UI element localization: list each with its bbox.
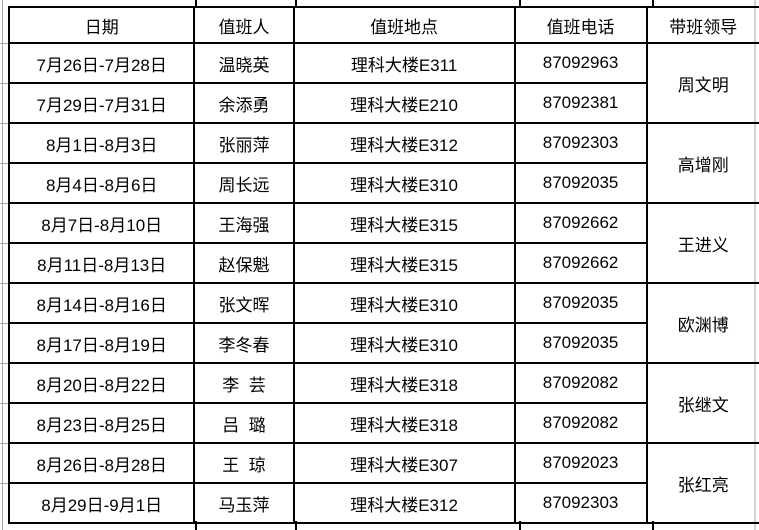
table-row: 8月11日-8月13日 赵保魁 理科大楼E315 87092662: [7, 242, 759, 284]
date-cell: 8月17日-8月19日: [7, 322, 196, 364]
date-cell: 8月1日-8月3日: [7, 122, 196, 164]
gridline-stub: [0, 123, 8, 124]
phone-cell: 87092082: [513, 402, 648, 444]
location-cell: 理科大楼E310: [292, 282, 516, 324]
table-row: 8月7日-8月10日 王海强 理科大楼E315 87092662 王进义: [7, 202, 759, 284]
table-row: 8月17日-8月19日 李冬春 理科大楼E310 87092035: [7, 322, 759, 364]
column-border-stub: [519, 521, 521, 530]
date-cell: 8月26日-8月28日: [7, 442, 196, 484]
person-cell: 马玉萍: [193, 482, 295, 524]
gridline-stub: [0, 203, 8, 204]
date-cell: 8月4日-8月6日: [7, 162, 196, 204]
location-cell: 理科大楼E318: [292, 402, 516, 444]
person-cell: 李冬春: [193, 322, 295, 364]
gridline-stub: [0, 323, 8, 324]
person-cell: 王 琼: [193, 442, 295, 484]
person-cell: 吕 璐: [193, 402, 295, 444]
phone-cell: 87092035: [513, 282, 648, 324]
location-cell: 理科大楼E210: [292, 82, 516, 124]
location-cell: 理科大楼E315: [292, 202, 516, 244]
leader-cell: 欧渊博: [645, 282, 759, 364]
date-cell: 7月26日-7月28日: [7, 42, 196, 84]
table-row: 8月4日-8月6日 周长远 理科大楼E310 87092035: [7, 162, 759, 204]
header-row: 日期 值班人 值班地点 值班电话 带班领导: [7, 6, 759, 44]
location-cell: 理科大楼E318: [292, 362, 516, 404]
column-border-stub: [195, 0, 197, 7]
table-row: 8月23日-8月25日 吕 璐 理科大楼E318 87092082: [7, 402, 759, 444]
person-cell: 周长远: [193, 162, 295, 204]
table-row: 7月26日-7月28日 温晓英 理科大楼E311 87092963 周文明: [7, 42, 759, 124]
duty-table: 日期 值班人 值班地点 值班电话 带班领导 7月26日-7月28日 温晓英 理科…: [7, 6, 759, 524]
column-header-person: 值班人: [193, 6, 295, 44]
table-row: 8月14日-8月16日 张文晖 理科大楼E310 87092035 欧渊博: [7, 282, 759, 364]
gridline-left: [2, 0, 3, 530]
person-cell: 李 芸: [193, 362, 295, 404]
phone-cell: 87092082: [513, 362, 648, 404]
gridline-stub: [0, 163, 8, 164]
gridline-stub: [0, 443, 8, 444]
date-cell: 8月23日-8月25日: [7, 402, 196, 444]
phone-cell: 87092035: [513, 322, 648, 364]
gridline-stub: [0, 83, 8, 84]
phone-cell: 87092035: [513, 162, 648, 204]
date-cell: 8月14日-8月16日: [7, 282, 196, 324]
location-cell: 理科大楼E307: [292, 442, 516, 484]
column-border-stub: [295, 521, 297, 530]
leader-cell: 张红亮: [645, 442, 759, 524]
column-border-stub: [652, 521, 654, 530]
location-cell: 理科大楼E311: [292, 42, 516, 84]
column-border-stub: [295, 0, 297, 7]
column-header-leader: 带班领导: [645, 6, 759, 44]
person-cell: 张丽萍: [193, 122, 295, 164]
phone-cell: 87092662: [513, 202, 648, 244]
column-border-stub: [519, 0, 521, 7]
column-border-stub: [195, 521, 197, 530]
leader-cell: 周文明: [645, 42, 759, 124]
date-cell: 8月20日-8月22日: [7, 362, 196, 404]
location-cell: 理科大楼E310: [292, 322, 516, 364]
table-row: 8月1日-8月3日 张丽萍 理科大楼E312 87092303 高增刚: [7, 122, 759, 204]
table-row: 8月29日-9月1日 马玉萍 理科大楼E312 87092303: [7, 482, 759, 524]
phone-cell: 87092303: [513, 122, 648, 164]
location-cell: 理科大楼E315: [292, 242, 516, 284]
phone-cell: 87092662: [513, 242, 648, 284]
person-cell: 赵保魁: [193, 242, 295, 284]
location-cell: 理科大楼E310: [292, 162, 516, 204]
phone-cell: 87092963: [513, 42, 648, 84]
date-cell: 8月29日-9月1日: [7, 482, 196, 524]
location-cell: 理科大楼E312: [292, 122, 516, 164]
table-row: 7月29日-7月31日 余添勇 理科大楼E210 87092381: [7, 82, 759, 124]
gridline-stub: [0, 363, 8, 364]
leader-cell: 高增刚: [645, 122, 759, 204]
gridline-stub: [0, 283, 8, 284]
date-cell: 7月29日-7月31日: [7, 82, 196, 124]
column-header-phone: 值班电话: [513, 6, 648, 44]
table-row: 8月26日-8月28日 王 琼 理科大楼E307 87092023 张红亮: [7, 442, 759, 524]
date-cell: 8月11日-8月13日: [7, 242, 196, 284]
phone-cell: 87092381: [513, 82, 648, 124]
person-cell: 王海强: [193, 202, 295, 244]
gridline-stub: [0, 243, 8, 244]
gridline-stub: [0, 43, 8, 44]
phone-cell: 87092303: [513, 482, 648, 524]
person-cell: 温晓英: [193, 42, 295, 84]
date-cell: 8月7日-8月10日: [7, 202, 196, 244]
leader-cell: 张继文: [645, 362, 759, 444]
person-cell: 余添勇: [193, 82, 295, 124]
column-header-date: 日期: [7, 6, 196, 44]
leader-cell: 王进义: [645, 202, 759, 284]
person-cell: 张文晖: [193, 282, 295, 324]
gridline-stub: [0, 403, 8, 404]
column-border-stub: [652, 0, 654, 7]
column-header-location: 值班地点: [292, 6, 516, 44]
table-row: 8月20日-8月22日 李 芸 理科大楼E318 87092082 张继文: [7, 362, 759, 444]
location-cell: 理科大楼E312: [292, 482, 516, 524]
phone-cell: 87092023: [513, 442, 648, 484]
gridline-stub: [0, 483, 8, 484]
